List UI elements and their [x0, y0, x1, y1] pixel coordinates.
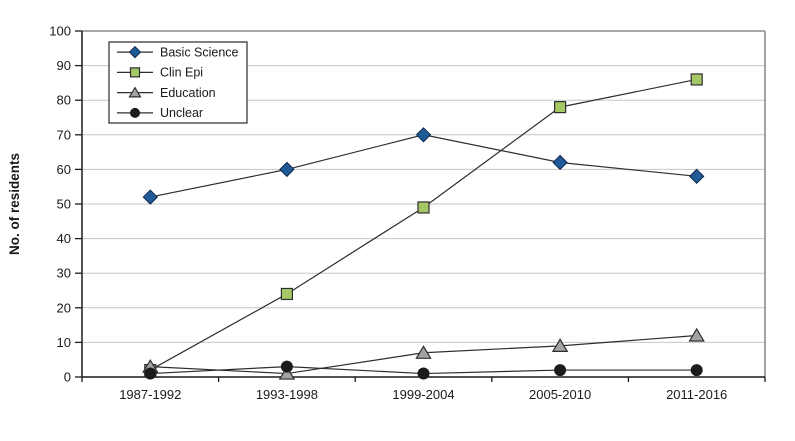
- marker-clin-epi: [417, 201, 430, 214]
- marker-clin-epi: [553, 101, 567, 114]
- series-markers-basic-science: [142, 127, 705, 205]
- marker-unclear: [280, 360, 293, 373]
- x-tick-label: 1987-1992: [119, 387, 181, 402]
- marker-clin-epi: [280, 287, 293, 301]
- marker-basic-science: [415, 127, 432, 143]
- x-tick-label: 2005-2010: [529, 387, 591, 402]
- marker-basic-science: [688, 168, 705, 185]
- y-axis-title: No. of residents: [7, 153, 22, 255]
- legend-marker-education: [128, 86, 142, 98]
- legend-item-clin-epi: Clin Epi: [117, 66, 203, 80]
- y-tick-label: 100: [49, 24, 71, 39]
- x-tick-label: 1999-2004: [392, 387, 454, 402]
- y-tick-label: 70: [57, 127, 71, 142]
- y-tick-label: 10: [57, 335, 71, 350]
- legend-label-basic-science: Basic Science: [160, 45, 239, 59]
- legend: Basic Science Clin Epi Education Unclear: [108, 41, 248, 124]
- legend-label-education: Education: [160, 86, 216, 100]
- marker-basic-science: [279, 161, 295, 178]
- legend-item-basic-science: Basic Science: [117, 45, 239, 59]
- marker-unclear: [144, 367, 157, 380]
- y-tick-label: 50: [57, 197, 71, 212]
- series-line-basic-science: [150, 134, 697, 198]
- legend-label-clin-epi: Clin Epi: [160, 66, 203, 80]
- x-tick-label: 1993-1998: [256, 387, 318, 402]
- legend-item-unclear: Unclear: [117, 106, 203, 120]
- marker-education: [278, 365, 296, 380]
- y-tick-label: 30: [57, 266, 71, 281]
- legend-marker-clin-epi: [129, 67, 141, 78]
- marker-education: [688, 327, 705, 342]
- y-tick-label: 80: [57, 93, 71, 108]
- marker-unclear: [417, 367, 430, 380]
- legend-item-education: Education: [117, 86, 216, 100]
- marker-basic-science: [552, 154, 568, 171]
- legend-marker-basic-science: [128, 45, 142, 59]
- y-tick-label: 0: [64, 370, 71, 385]
- y-tick-label: 60: [57, 162, 71, 177]
- marker-education: [551, 338, 569, 352]
- y-tick-label: 40: [57, 231, 71, 246]
- legend-marker-unclear: [130, 107, 140, 118]
- series-markers-unclear: [144, 360, 703, 380]
- marker-education: [415, 345, 432, 359]
- x-tick-label: 2011-2016: [666, 387, 727, 402]
- marker-clin-epi: [690, 73, 703, 86]
- y-tick-label: 90: [57, 58, 71, 73]
- marker-unclear: [554, 364, 567, 377]
- y-tick-label: 20: [57, 300, 71, 315]
- legend-label-unclear: Unclear: [160, 106, 203, 120]
- marker-unclear: [690, 364, 703, 377]
- marker-basic-science: [142, 189, 159, 205]
